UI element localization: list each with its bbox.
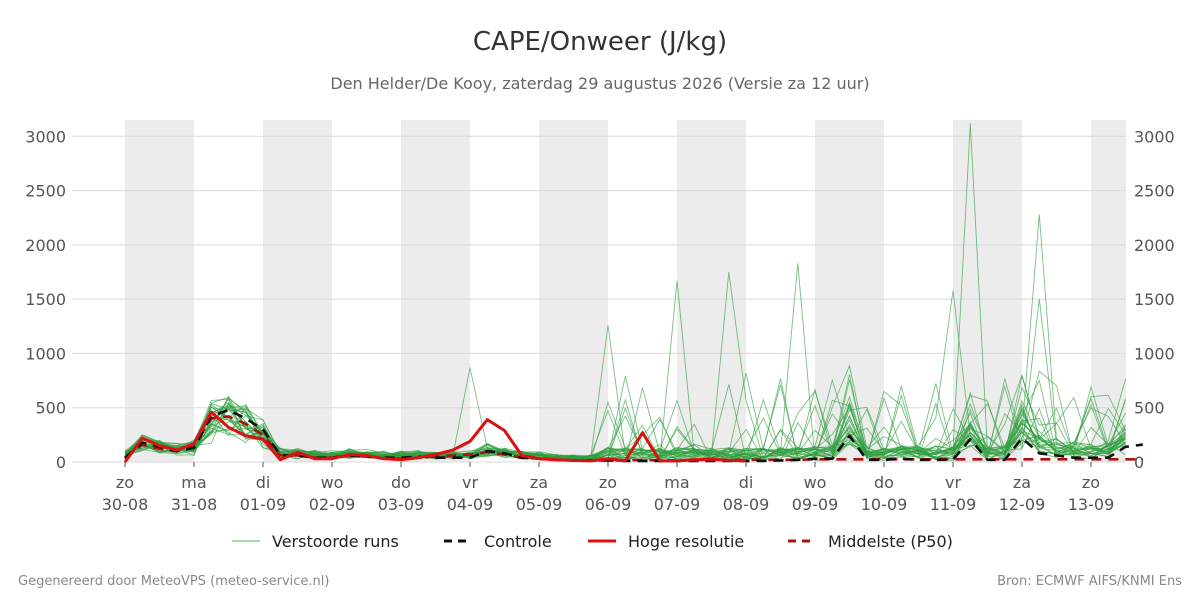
main-series (123, 408, 1143, 463)
x-tick-day: do (874, 473, 894, 492)
ensemble-member-line (124, 383, 1126, 459)
y-tick-label: 3000 (1134, 127, 1175, 146)
y-tick-label: 0 (56, 453, 66, 472)
x-axis: zo 30-08 ma 31-08 di 01-09 wo 02-09 do 03-09 vr 04-… (102, 462, 1115, 514)
day-shading (263, 120, 332, 462)
y-tick-label: 500 (35, 399, 66, 418)
footer-source: Bron: ECMWF AIFS/KNMI Ens (997, 574, 1182, 589)
legend-label: Hoge resolutie (628, 532, 744, 551)
footer-generated: Gegenereerd door MeteoVPS (meteo-service… (18, 574, 329, 589)
x-tick-date: 11-09 (930, 495, 977, 514)
x-tick-day: wo (804, 473, 827, 492)
day-shading (401, 120, 470, 462)
legend: Verstoorde runs Controle Hoge resolutie Mid… (232, 532, 953, 551)
day-shading (125, 120, 194, 462)
weekend-shading (125, 120, 1126, 462)
x-tick-date: 06-09 (585, 495, 632, 514)
x-tick-date: 09-09 (792, 495, 839, 514)
y-tick-label: 2500 (1134, 182, 1175, 201)
x-tick-date: 01-09 (240, 495, 287, 514)
y-tick-label: 2500 (25, 182, 66, 201)
x-tick-day: za (530, 473, 548, 492)
y-tick-label: 1000 (25, 344, 66, 363)
legend-label: Controle (484, 532, 552, 551)
x-tick-day: ma (181, 473, 206, 492)
y-tick-label: 1000 (1134, 344, 1175, 363)
legend-label: Verstoorde runs (272, 532, 399, 551)
x-tick-date: 02-09 (309, 495, 356, 514)
chart-title: CAPE/Onweer (J/kg) (473, 27, 727, 57)
day-shading (539, 120, 608, 462)
x-tick-date: 10-09 (861, 495, 908, 514)
x-tick-day: wo (321, 473, 344, 492)
x-tick-date: 03-09 (378, 495, 425, 514)
x-tick-date: 05-09 (516, 495, 563, 514)
ensemble-member-line (124, 375, 1126, 461)
x-tick-day: ma (664, 473, 689, 492)
chart-subtitle: Den Helder/De Kooy, zaterdag 29 augustus… (330, 74, 869, 93)
x-tick-date: 08-09 (723, 495, 770, 514)
x-tick-date: 12-09 (999, 495, 1046, 514)
x-tick-date: 04-09 (447, 495, 494, 514)
x-tick-day: vr (945, 473, 961, 492)
day-shading (677, 120, 746, 462)
x-tick-day: za (1013, 473, 1031, 492)
y-tick-label: 2000 (1134, 236, 1175, 255)
legend-label: Middelste (P50) (828, 532, 953, 551)
x-tick-day: di (739, 473, 754, 492)
x-tick-date: 13-09 (1068, 495, 1115, 514)
x-tick-date: 07-09 (654, 495, 701, 514)
x-tick-day: zo (599, 473, 617, 492)
series-line-hoge-resolutie (123, 410, 747, 463)
y-tick-label: 2000 (25, 236, 66, 255)
y-axis-right: 0 500 1000 1500 2000 2500 3000 (1134, 127, 1175, 472)
y-tick-label: 1500 (1134, 290, 1175, 309)
y-axis-left: 0 500 1000 1500 2000 2500 3000 (25, 127, 66, 472)
x-tick-day: di (256, 473, 271, 492)
x-tick-date: 30-08 (102, 495, 149, 514)
day-shading (1091, 120, 1126, 462)
x-tick-day: vr (462, 473, 478, 492)
x-tick-day: do (391, 473, 411, 492)
x-tick-day: zo (116, 473, 134, 492)
y-tick-label: 1500 (25, 290, 66, 309)
x-tick-day: zo (1082, 473, 1100, 492)
x-tick-date: 31-08 (171, 495, 218, 514)
y-tick-label: 0 (1134, 453, 1144, 472)
series-line-middelste-p50 (124, 415, 1143, 462)
y-tick-label: 3000 (25, 127, 66, 146)
y-tick-label: 500 (1134, 399, 1165, 418)
